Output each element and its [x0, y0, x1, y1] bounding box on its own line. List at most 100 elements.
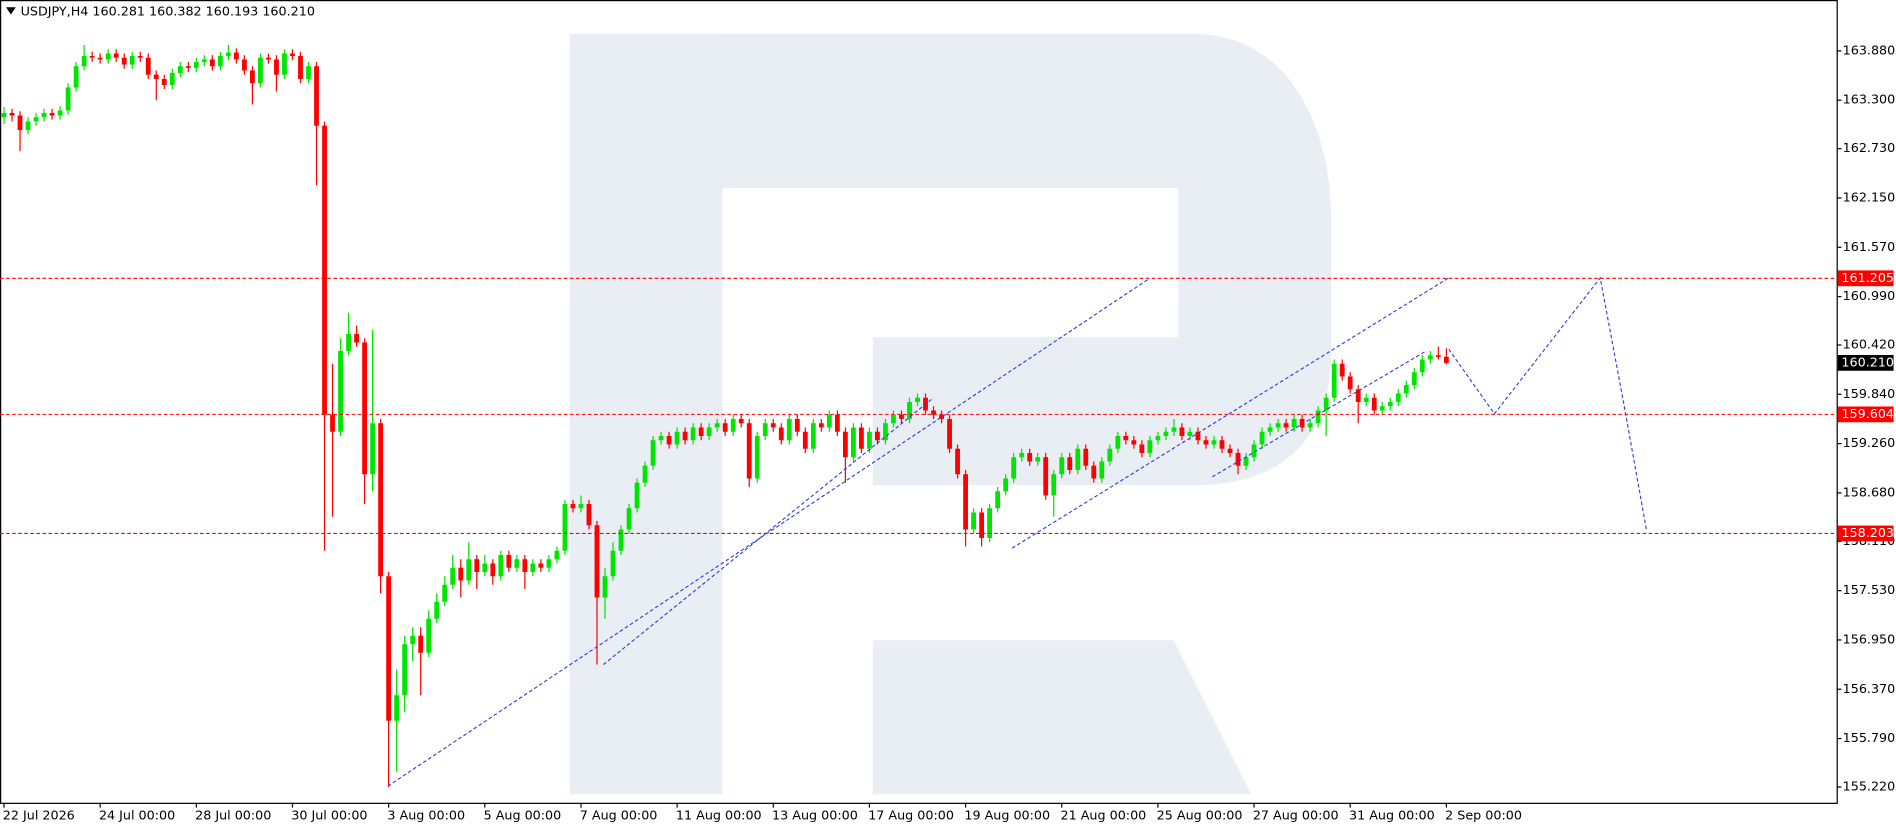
- candle-body: [1395, 393, 1401, 402]
- candle-body: [1187, 431, 1193, 436]
- candle-body: [674, 431, 680, 445]
- candle-body: [1035, 457, 1041, 462]
- candle-body: [250, 70, 255, 84]
- candle-body: [586, 503, 592, 526]
- candle-body: [9, 112, 15, 116]
- candle-body: [346, 333, 351, 351]
- candle-body: [209, 59, 215, 67]
- candle-body: [145, 57, 151, 75]
- candle-body: [1419, 359, 1425, 373]
- candle-body: [514, 559, 520, 568]
- candle-body: [1275, 423, 1281, 428]
- candle-body: [1427, 355, 1433, 360]
- candle-body: [522, 559, 528, 572]
- y-tick-label: 160.420: [1843, 338, 1896, 353]
- y-tick-label: 160.990: [1843, 289, 1896, 304]
- candle-body: [482, 563, 488, 572]
- candle-body: [1387, 401, 1393, 407]
- y-tick-label: 162.150: [1843, 190, 1896, 205]
- candle-body: [610, 550, 616, 577]
- candle-body: [987, 508, 993, 538]
- trendline: [1011, 277, 1450, 549]
- candle-body: [266, 57, 271, 60]
- candle-body: [129, 56, 135, 65]
- candle-body: [97, 57, 103, 60]
- candle-body: [1003, 478, 1009, 492]
- candle-body: [1155, 435, 1161, 441]
- candle-body: [850, 427, 856, 458]
- candle-body: [955, 448, 960, 475]
- candle-body: [578, 503, 584, 509]
- candle-body: [506, 554, 512, 568]
- candle-body: [546, 559, 552, 568]
- trendline: [387, 278, 1150, 787]
- candle-body: [474, 559, 480, 572]
- candle-body: [217, 56, 223, 67]
- trendline: [1448, 276, 1648, 532]
- candle-body: [314, 66, 319, 126]
- trendline: [603, 397, 934, 666]
- candle-body: [995, 491, 1001, 509]
- candle-body: [434, 601, 440, 619]
- candle-body: [370, 423, 376, 475]
- y-tick-label: 159.840: [1843, 387, 1896, 402]
- level-label-bg: [1837, 270, 1894, 287]
- candle-body: [658, 435, 664, 441]
- candle-body: [979, 512, 985, 538]
- candle-body: [354, 333, 359, 343]
- candle-body: [1243, 457, 1249, 466]
- candle-body: [1123, 435, 1129, 441]
- candle-body: [258, 57, 263, 84]
- x-tick-label: 13 Aug 00:00: [772, 809, 858, 824]
- candle-body: [554, 550, 560, 560]
- y-tick-label: 155.220: [1843, 780, 1896, 795]
- x-tick-label: 17 Aug 00:00: [868, 809, 954, 824]
- symbol-menu-icon: [6, 7, 16, 15]
- candle-body: [1347, 376, 1353, 390]
- candle-body: [241, 59, 247, 71]
- candle-body: [1411, 372, 1417, 385]
- candle-body: [113, 53, 119, 58]
- candle-body: [802, 431, 808, 449]
- candle-body: [698, 427, 704, 436]
- y-tick-label: 161.570: [1843, 240, 1896, 255]
- y-tick-label: 156.950: [1843, 632, 1896, 647]
- candle-body: [282, 53, 287, 75]
- candle-body: [666, 435, 672, 445]
- candle-body: [834, 414, 840, 432]
- candle-body: [185, 66, 191, 68]
- candle-body: [1323, 397, 1329, 411]
- candle-body: [570, 503, 576, 509]
- candle-body: [362, 342, 367, 475]
- x-tick-label: 30 Jul 00:00: [291, 809, 367, 824]
- candle-body: [169, 73, 175, 85]
- candle-body: [562, 503, 568, 551]
- candle-body: [193, 61, 199, 68]
- candle-body: [81, 56, 87, 67]
- candle-body: [1115, 435, 1121, 449]
- candle-body: [1307, 423, 1313, 428]
- candle-body: [947, 418, 952, 449]
- candle-body: [634, 482, 640, 509]
- candle-body: [322, 125, 327, 415]
- candle-body: [1091, 465, 1097, 479]
- candle-body: [778, 427, 784, 441]
- x-tick-label: 5 Aug 00:00: [484, 809, 562, 824]
- x-tick-label: 7 Aug 00:00: [580, 809, 658, 824]
- candle-body: [153, 74, 159, 79]
- candle-body: [618, 529, 624, 551]
- candle-body: [1131, 440, 1137, 445]
- candle-body: [306, 66, 311, 79]
- candle-body: [386, 576, 392, 721]
- candle-body: [338, 350, 343, 432]
- candle-body: [1251, 444, 1257, 458]
- candle-body: [1075, 448, 1081, 470]
- y-tick-label: 157.530: [1843, 583, 1896, 598]
- candle-body: [1051, 474, 1057, 496]
- x-tick-label: 22 Jul 2026: [3, 809, 75, 824]
- candle-body: [1331, 363, 1337, 398]
- candle-body: [915, 397, 920, 402]
- candle-body: [1355, 389, 1361, 402]
- candle-body: [1219, 440, 1225, 449]
- y-tick-label: 156.370: [1843, 682, 1896, 697]
